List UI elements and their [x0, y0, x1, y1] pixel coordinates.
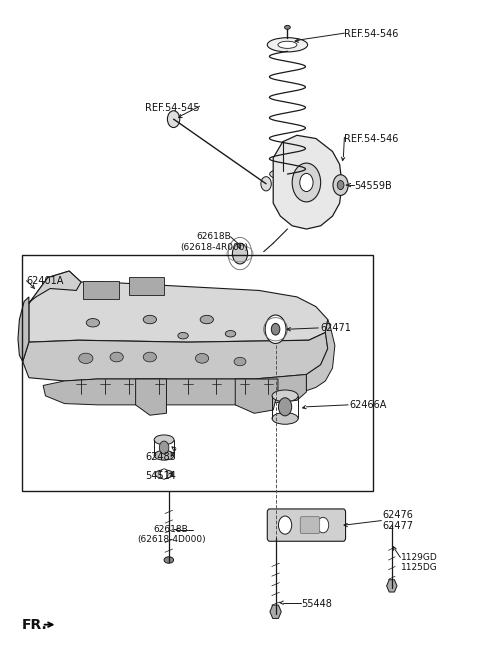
Ellipse shape — [155, 470, 173, 478]
Polygon shape — [129, 277, 164, 295]
Circle shape — [333, 175, 348, 196]
Polygon shape — [270, 605, 281, 619]
Text: 62618B: 62618B — [196, 232, 231, 241]
Ellipse shape — [164, 557, 174, 563]
Text: 62466A: 62466A — [349, 400, 386, 410]
Ellipse shape — [285, 25, 290, 29]
Circle shape — [278, 398, 292, 416]
Text: 62477: 62477 — [383, 521, 413, 531]
Ellipse shape — [143, 352, 156, 362]
Ellipse shape — [154, 435, 174, 445]
Ellipse shape — [86, 319, 99, 327]
Circle shape — [159, 441, 169, 454]
Polygon shape — [273, 136, 342, 229]
Polygon shape — [306, 319, 335, 391]
Ellipse shape — [195, 353, 209, 363]
Polygon shape — [43, 374, 306, 405]
FancyBboxPatch shape — [267, 509, 346, 541]
Polygon shape — [235, 379, 278, 413]
Polygon shape — [29, 271, 81, 303]
Text: 54514: 54514 — [145, 471, 176, 481]
Polygon shape — [84, 281, 119, 299]
Text: 54559B: 54559B — [354, 181, 392, 191]
Ellipse shape — [272, 413, 298, 424]
Text: 62485: 62485 — [145, 452, 176, 462]
Text: 62476: 62476 — [383, 511, 413, 520]
Ellipse shape — [225, 331, 236, 337]
Polygon shape — [136, 379, 167, 415]
Ellipse shape — [278, 41, 297, 48]
Bar — [22, 255, 373, 491]
Circle shape — [168, 111, 180, 128]
Circle shape — [292, 163, 321, 202]
Text: 62471: 62471 — [321, 323, 351, 333]
Circle shape — [261, 177, 271, 191]
Ellipse shape — [143, 316, 156, 324]
Ellipse shape — [110, 352, 123, 362]
Text: REF.54-546: REF.54-546 — [344, 134, 399, 143]
Text: (62618-4R000): (62618-4R000) — [180, 243, 248, 252]
Text: REF.54-546: REF.54-546 — [344, 29, 399, 39]
Ellipse shape — [272, 390, 298, 402]
Polygon shape — [386, 580, 397, 592]
Circle shape — [337, 181, 344, 190]
Ellipse shape — [178, 333, 188, 339]
Ellipse shape — [270, 168, 305, 180]
Text: 55448: 55448 — [301, 599, 333, 609]
Circle shape — [278, 516, 292, 534]
Circle shape — [317, 517, 329, 533]
Polygon shape — [18, 297, 29, 362]
Text: (62618-4D000): (62618-4D000) — [137, 535, 205, 544]
Text: 1125DG: 1125DG — [401, 563, 438, 572]
Circle shape — [160, 469, 168, 479]
Polygon shape — [23, 333, 328, 381]
Text: 1129GD: 1129GD — [401, 553, 438, 562]
Text: REF.54-545: REF.54-545 — [145, 102, 200, 113]
Circle shape — [265, 315, 286, 344]
Ellipse shape — [154, 451, 174, 460]
Circle shape — [271, 323, 280, 335]
Text: 62618B: 62618B — [154, 525, 189, 534]
Ellipse shape — [234, 357, 246, 366]
Ellipse shape — [200, 316, 214, 324]
Circle shape — [232, 243, 248, 264]
FancyBboxPatch shape — [300, 516, 320, 533]
Circle shape — [300, 173, 313, 192]
Ellipse shape — [79, 353, 93, 364]
Ellipse shape — [267, 38, 308, 52]
Text: 62401A: 62401A — [26, 276, 64, 286]
Polygon shape — [29, 271, 328, 342]
Text: FR.: FR. — [22, 617, 48, 632]
